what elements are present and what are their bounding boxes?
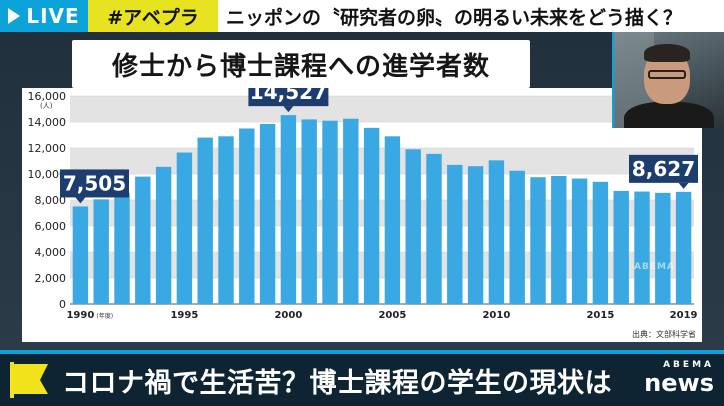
bar-1994 xyxy=(155,166,172,304)
bar-2005 xyxy=(384,136,401,304)
x-tick-label-1995: 1995 xyxy=(170,310,198,321)
y-tick-label: 14,000 xyxy=(28,116,67,129)
bar-2001 xyxy=(301,119,317,305)
live-label: LIVE xyxy=(26,4,80,28)
bar-2015 xyxy=(592,181,609,304)
callout-1990: 7,505 xyxy=(60,169,129,204)
x-tick-label-2019: 2019 xyxy=(670,310,698,321)
callout-2019: 8,627 xyxy=(629,154,698,189)
bar-1992 xyxy=(114,193,130,304)
lower-third-caption: コロナ禍で生活苦？博士課程の学生の現状は xyxy=(62,367,612,399)
bar-1990 xyxy=(72,206,89,304)
chart-title-box: 修士から博士課程への進学者数 xyxy=(72,40,530,88)
bar-2000 xyxy=(280,115,297,304)
callout-label: 8,627 xyxy=(632,157,695,181)
y-unit-label: (人) xyxy=(40,102,53,110)
abema-news-logo: ABEMA news xyxy=(618,360,714,400)
grid-band xyxy=(70,252,694,278)
bar-2013 xyxy=(551,175,567,304)
bar-1997 xyxy=(218,136,234,304)
bar-1993 xyxy=(135,176,151,304)
bar-2014 xyxy=(571,178,588,304)
y-tick-label: 12,000 xyxy=(28,142,67,155)
bar-2018 xyxy=(655,192,671,304)
bar-2007 xyxy=(426,153,442,304)
x-tick-label-1990: 1990 xyxy=(66,310,94,321)
callout-label: 7,505 xyxy=(63,171,126,195)
grid-band xyxy=(70,148,694,174)
abema-watermark: ABEMA xyxy=(634,262,675,272)
source-label: 出典：文部科学省 xyxy=(632,330,696,339)
callout-label: 14,527 xyxy=(250,88,327,104)
callout-box xyxy=(60,169,129,198)
logo-small-text: ABEMA xyxy=(663,360,714,370)
bar-2009 xyxy=(467,166,484,304)
guest-hair xyxy=(644,44,690,62)
x-tick-label-2015: 2015 xyxy=(586,310,614,321)
flag-icon xyxy=(10,362,48,398)
bar-2008 xyxy=(447,164,463,304)
bar-chart: 0 2,000 4,000 6,000 8,000 10,000 12,000 14,000 1… xyxy=(28,88,698,321)
grid-band xyxy=(70,200,694,226)
y-tick-label: 2,000 xyxy=(35,272,67,285)
bar-1991 xyxy=(93,199,109,304)
y-tick-label: 0 xyxy=(59,298,66,311)
x-tick-label-2000: 2000 xyxy=(274,310,302,321)
callout-pointer xyxy=(678,182,689,189)
play-icon xyxy=(8,8,21,24)
logo-big-text: news xyxy=(644,369,714,397)
bar-1995 xyxy=(176,152,193,304)
chart-panel: 0 2,000 4,000 6,000 8,000 10,000 12,000 14,000 1… xyxy=(22,88,702,342)
webcam-inset xyxy=(612,32,724,128)
callout-pointer xyxy=(283,106,294,113)
bar-2019 xyxy=(675,191,692,304)
y-tick-label: 8,000 xyxy=(35,194,67,207)
x-tick-label-2010: 2010 xyxy=(482,310,510,321)
callout-pointer xyxy=(75,197,86,204)
live-badge: LIVE xyxy=(0,0,88,32)
x-tick-label-2005: 2005 xyxy=(378,310,406,321)
bar-2011 xyxy=(509,170,525,304)
y-tick-label: 6,000 xyxy=(35,220,67,233)
callout-box xyxy=(629,154,698,183)
callout-2000: 14,527 xyxy=(248,88,329,113)
y-tick-label: 4,000 xyxy=(35,246,67,259)
chart-title: 修士から博士課程への進学者数 xyxy=(111,51,490,82)
callout-box xyxy=(248,88,329,107)
guest-glasses xyxy=(648,70,686,79)
ticker-bar: LIVE #アベプラ ニッポンの〝研究者の卵〟の明るい未来をどう描く？ xyxy=(0,0,724,32)
bar-1999 xyxy=(259,123,276,304)
y-tick-label: 10,000 xyxy=(28,168,67,181)
bar-1996 xyxy=(197,137,213,304)
bar-2004 xyxy=(363,127,380,304)
y-tick-label: 16,000 xyxy=(28,90,67,103)
headline-text: ニッポンの〝研究者の卵〟の明るい未来をどう描く？ xyxy=(226,6,683,29)
guest-shirt xyxy=(624,102,714,128)
bar-2002 xyxy=(322,120,338,304)
bar-2006 xyxy=(405,149,421,304)
hashtag-label: #アベプラ xyxy=(88,0,218,32)
bar-2016 xyxy=(613,190,629,304)
bar-2010 xyxy=(488,160,505,304)
x-unit-label: (年度) xyxy=(96,312,113,320)
bar-1998 xyxy=(239,128,255,304)
grid-band xyxy=(70,96,694,122)
bar-2003 xyxy=(343,118,359,304)
bar-2012 xyxy=(530,177,546,304)
lower-third-bar: コロナ禍で生活苦？博士課程の学生の現状は ABEMA news xyxy=(0,350,724,406)
bar-2017 xyxy=(634,191,650,304)
